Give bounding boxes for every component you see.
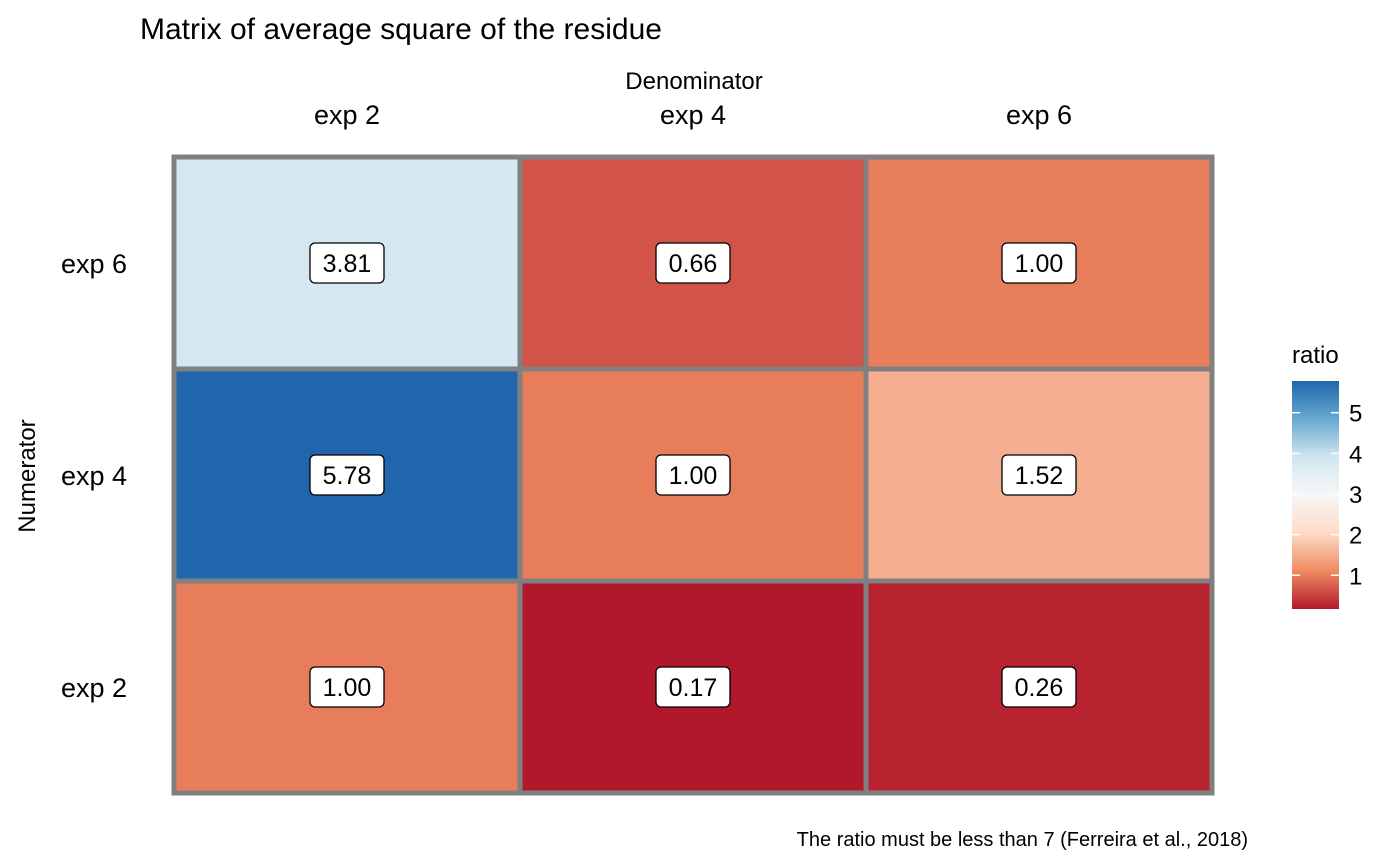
heatmap-cell-labels: 3.81 0.66 1.00 5.78 1.00 1.52 1.00 0.17 0.26: [309, 242, 1077, 708]
cell-label-box: [1001, 454, 1077, 496]
y-tick-labels: exp 6 exp 4 exp 2: [61, 249, 127, 703]
legend-tick-label: 4: [1349, 441, 1362, 468]
x-tick-labels: exp 2 exp 4 exp 6: [314, 100, 1072, 130]
y-tick-label: exp 6: [61, 249, 127, 279]
cell-value-label: 1.00: [1015, 250, 1064, 278]
heatmap-cells: [171, 154, 1215, 796]
color-legend: ratio 1 2 3 4 5: [1292, 342, 1362, 609]
legend-ticks: 1 2 3 4 5: [1292, 401, 1362, 590]
y-tick-label: exp 2: [61, 673, 127, 703]
cell-label-box: [309, 454, 385, 496]
cell-label-box: [655, 242, 731, 284]
cell-label-box: [1001, 666, 1077, 708]
legend-tick-label: 5: [1349, 401, 1362, 428]
y-axis-title: Numerator: [14, 419, 41, 532]
x-tick-label: exp 4: [660, 100, 726, 130]
cell-value-label: 1.00: [323, 674, 372, 702]
cell-label-box: [655, 666, 731, 708]
heatmap-cell: [517, 578, 869, 796]
chart-title: Matrix of average square of the residue: [140, 13, 662, 46]
cell-value-label: 3.81: [323, 250, 372, 278]
cell-value-label: 0.66: [669, 250, 718, 278]
y-tick-label: exp 4: [61, 461, 127, 491]
cell-value-label: 0.17: [669, 674, 718, 702]
cell-value-label: 0.26: [1015, 674, 1064, 702]
x-axis-title: Denominator: [625, 68, 762, 95]
chart-caption: The ratio must be less than 7 (Ferreira …: [797, 829, 1248, 851]
legend-tick-label: 3: [1349, 482, 1362, 509]
legend-tick-label: 2: [1349, 523, 1362, 550]
cell-value-label: 5.78: [323, 462, 372, 490]
cell-label-box: [309, 666, 385, 708]
cell-label-box: [1001, 242, 1077, 284]
cell-label-box: [309, 242, 385, 284]
cell-value-label: 1.52: [1015, 462, 1064, 490]
x-tick-label: exp 6: [1006, 100, 1072, 130]
legend-tick-label: 1: [1349, 563, 1362, 590]
x-tick-label: exp 2: [314, 100, 380, 130]
legend-colorbar: [1292, 381, 1339, 609]
cell-value-label: 1.00: [669, 462, 718, 490]
cell-label-box: [655, 454, 731, 496]
legend-title: ratio: [1292, 342, 1339, 369]
